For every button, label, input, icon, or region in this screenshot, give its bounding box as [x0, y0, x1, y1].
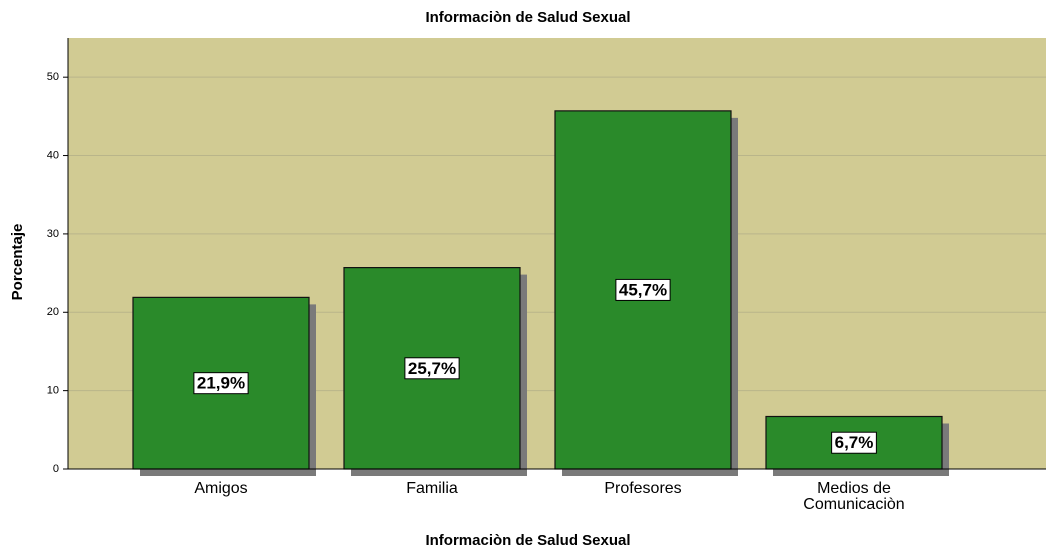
chart-title: Informaciòn de Salud Sexual	[425, 9, 630, 26]
y-tick-label: 20	[47, 306, 59, 318]
x-tick-label: Amigos	[194, 480, 248, 497]
value-label-box	[404, 357, 460, 380]
x-axis-label: Informaciòn de Salud Sexual	[425, 532, 630, 549]
x-tick-label: Medios de Comunicaciòn	[803, 480, 905, 513]
value-label-box	[615, 278, 671, 301]
y-tick-label: 10	[47, 385, 59, 397]
value-label-box	[193, 372, 249, 395]
y-tick-label: 40	[47, 149, 59, 161]
value-label: 21,9%	[197, 374, 245, 393]
y-axis-label: Porcentaje	[9, 224, 26, 301]
y-tick-label: 0	[53, 463, 59, 475]
value-label-box	[831, 431, 877, 454]
value-label: 6,7%	[835, 433, 874, 452]
y-tick-label: 50	[47, 71, 59, 83]
x-tick-label: Familia	[406, 480, 458, 497]
x-tick-label: Profesores	[604, 480, 682, 497]
y-tick-label: 30	[47, 228, 59, 240]
value-label: 25,7%	[408, 359, 456, 378]
value-label: 45,7%	[619, 280, 667, 299]
